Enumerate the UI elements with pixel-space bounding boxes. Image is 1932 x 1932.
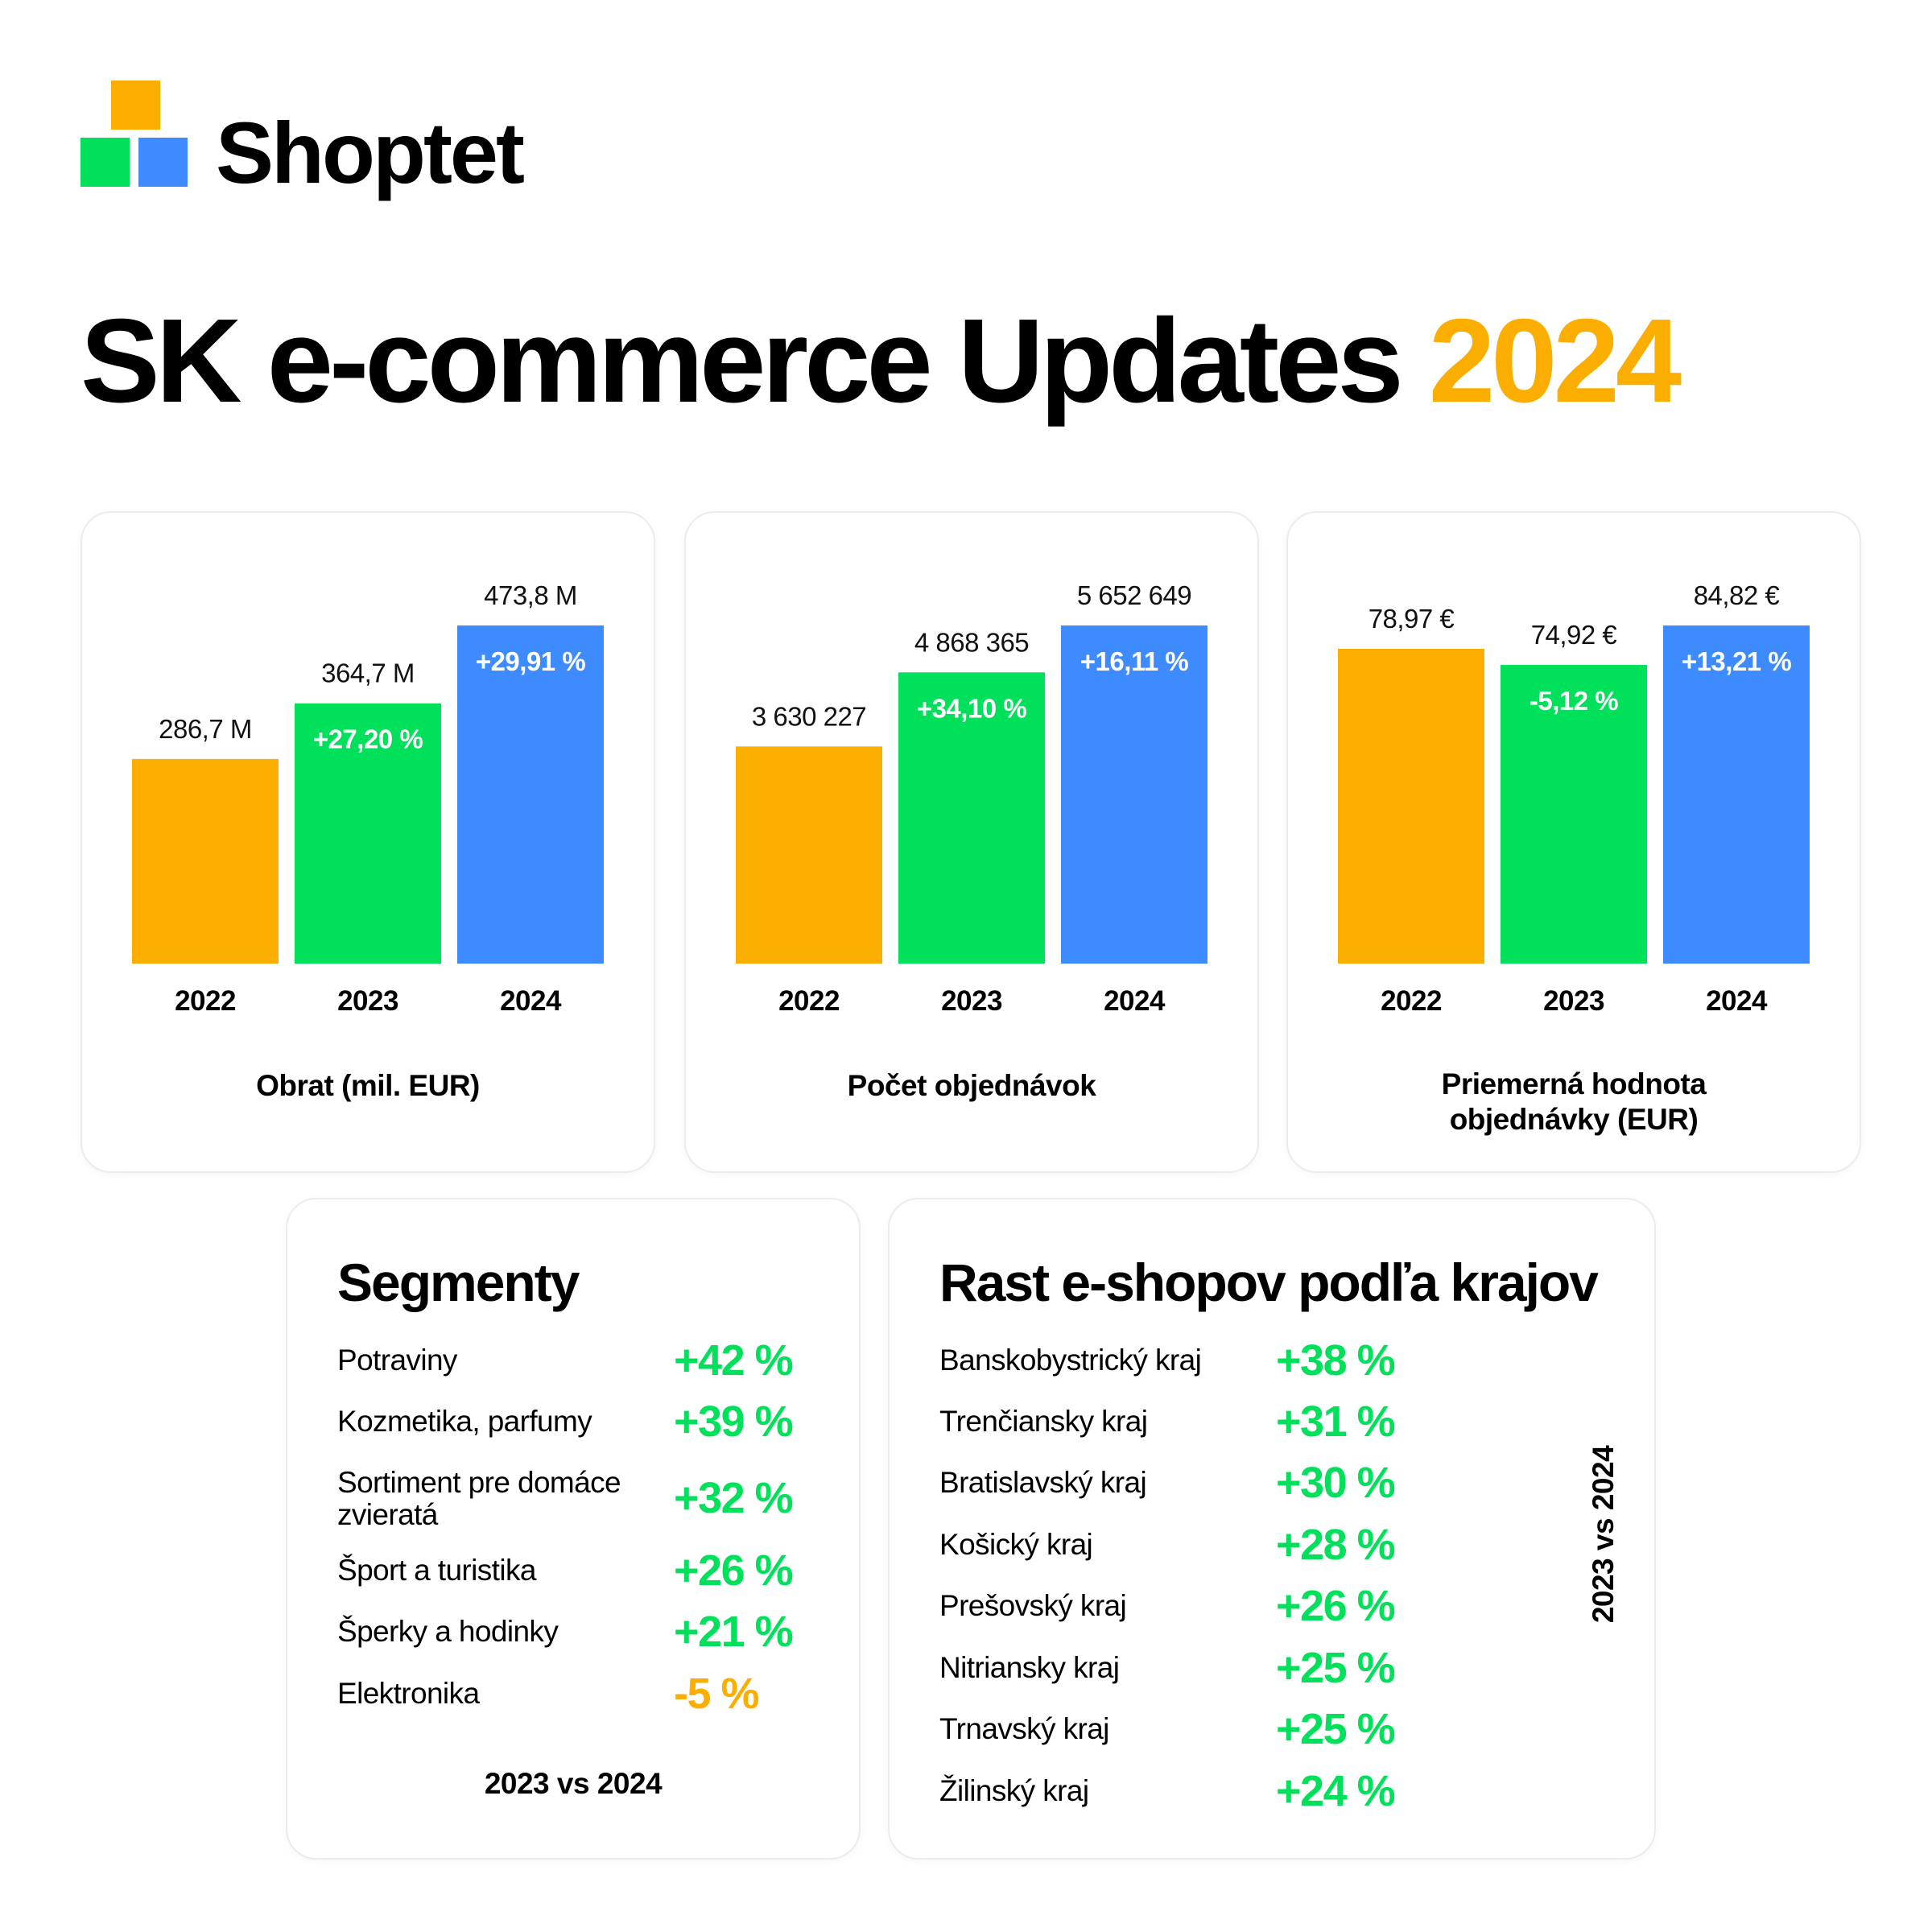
segment-name: Elektronika <box>337 1677 480 1710</box>
region-name: Trenčiansky kraj <box>939 1405 1148 1438</box>
regions-title: Rast e-shopov podľa krajov <box>939 1253 1599 1312</box>
avg-order-bar-chart: 78,97 € 2022 74,92 € -5,12 % 2023 84,82 € +13,… <box>1338 580 1810 1017</box>
bar-value-label: 473,8 M <box>484 580 577 610</box>
x-tick-label: 2022 <box>1381 985 1442 1017</box>
brand-name: Shoptet <box>216 104 525 201</box>
chart-label-line: Priemerná hodnota <box>1441 1067 1707 1100</box>
bar-value-label: 78,97 € <box>1368 604 1455 634</box>
bar-2022 <box>132 758 279 964</box>
chart-label-line: Obrat (mil. EUR) <box>256 1069 480 1102</box>
segments-title: Segmenty <box>337 1253 580 1312</box>
chart-card-turnover: 286,7 M 2022 364,7 M +27,20 % 2023 473,8 M +29… <box>80 511 655 1173</box>
bar-value-label: 286,7 M <box>159 714 252 744</box>
x-tick-label: 2024 <box>500 985 562 1017</box>
region-name: Trnavský kraj <box>939 1712 1109 1745</box>
segments-footnote: 2023 vs 2024 <box>484 1767 663 1800</box>
title-year: 2024 <box>1428 295 1682 427</box>
region-name: Bratislavský kraj <box>939 1466 1147 1499</box>
bar-value-label: 5 652 649 <box>1077 580 1191 610</box>
turnover-bar-chart: 286,7 M 2022 364,7 M +27,20 % 2023 473,8 M +29… <box>132 580 604 1017</box>
bar-change-label: +13,21 % <box>1682 646 1792 676</box>
x-tick-label: 2022 <box>175 985 236 1017</box>
region-value: +26 % <box>1276 1582 1396 1630</box>
chart-label-turnover: Obrat (mil. EUR) <box>82 1068 654 1104</box>
segment-name: Kozmetika, parfumy <box>337 1405 592 1438</box>
bar-value-label: 364,7 M <box>321 658 415 688</box>
region-name: Žilinský kraj <box>939 1774 1089 1807</box>
region-name: Banskobystrický kraj <box>939 1344 1202 1377</box>
bar-2024 <box>457 625 604 964</box>
segment-name: Sortiment pre domáce zvieratá <box>337 1466 621 1531</box>
x-tick-label: 2023 <box>1543 985 1604 1017</box>
logo-yellow-square <box>111 80 160 130</box>
segment-name: Šport a turistika <box>337 1554 536 1587</box>
chart-label-line: objednávky (EUR) <box>1449 1103 1699 1137</box>
x-tick-label: 2023 <box>337 985 398 1017</box>
chart-label-avg-order: Priemerná hodnota objednávky (EUR) <box>1288 1067 1860 1138</box>
segment-value: +26 % <box>674 1546 794 1595</box>
region-name: Prešovský kraj <box>939 1589 1127 1622</box>
segment-value: +39 % <box>674 1397 794 1446</box>
region-value: +24 % <box>1276 1767 1396 1815</box>
regions-card: Rast e-shopov podľa krajov Banskobystric… <box>888 1198 1656 1860</box>
region-value: +38 % <box>1276 1336 1396 1385</box>
x-tick-label: 2023 <box>941 985 1002 1017</box>
bar-2022 <box>1338 648 1484 964</box>
region-value: +28 % <box>1276 1521 1396 1569</box>
segment-name: Šperky a hodinky <box>337 1615 559 1648</box>
chart-label-line: Počet objednávok <box>847 1069 1096 1102</box>
segment-name: Potraviny <box>337 1344 457 1377</box>
bar-value-label: 4 868 365 <box>914 627 1029 657</box>
bar-2023 <box>295 703 441 964</box>
shoptet-logo: Shoptet <box>80 80 564 209</box>
title-main: SK e-commerce Updates <box>80 295 1404 427</box>
bar-2022 <box>736 746 882 964</box>
bar-change-label: +29,91 % <box>476 646 586 676</box>
x-tick-label: 2024 <box>1706 985 1768 1017</box>
segment-value: +32 % <box>674 1474 794 1522</box>
bar-value-label: 74,92 € <box>1531 620 1617 650</box>
bar-change-label: +16,11 % <box>1080 646 1189 676</box>
segment-value: +42 % <box>674 1336 794 1385</box>
chart-label-orders: Počet objednávok <box>686 1068 1257 1104</box>
region-value: +25 % <box>1276 1705 1396 1753</box>
bar-change-label: -5,12 % <box>1530 686 1618 716</box>
region-name: Nitriansky kraj <box>939 1651 1120 1684</box>
bar-2024 <box>1061 625 1208 964</box>
x-tick-label: 2024 <box>1104 985 1166 1017</box>
bar-value-label: 3 630 227 <box>752 701 866 731</box>
region-value: +30 % <box>1276 1459 1396 1507</box>
segments-card: Segmenty Potraviny +42 % Kozmetika, parf… <box>286 1198 861 1860</box>
bar-2023 <box>1501 665 1647 964</box>
bar-change-label: +34,10 % <box>917 693 1027 723</box>
logo-green-square <box>80 138 130 187</box>
segment-value: -5 % <box>674 1670 760 1718</box>
region-name: Košický kraj <box>939 1528 1093 1561</box>
bar-2023 <box>898 672 1045 964</box>
page-title: SK e-commerce Updates 2024 <box>80 302 1682 421</box>
x-tick-label: 2022 <box>778 985 840 1017</box>
bar-2024 <box>1663 625 1810 964</box>
logo-blue-square <box>138 138 188 187</box>
bar-change-label: +27,20 % <box>313 724 423 754</box>
orders-bar-chart: 3 630 227 2022 4 868 365 +34,10 % 2023 5 652 … <box>736 580 1208 1017</box>
chart-card-orders: 3 630 227 2022 4 868 365 +34,10 % 2023 5 652 … <box>684 511 1259 1173</box>
bar-value-label: 84,82 € <box>1694 580 1780 610</box>
chart-card-avg-order: 78,97 € 2022 74,92 € -5,12 % 2023 84,82 € +13,… <box>1286 511 1861 1173</box>
regions-period-label: 2023 vs 2024 <box>1587 1445 1620 1624</box>
region-value: +25 % <box>1276 1644 1396 1692</box>
segment-value: +21 % <box>674 1608 794 1656</box>
region-value: +31 % <box>1276 1397 1396 1446</box>
